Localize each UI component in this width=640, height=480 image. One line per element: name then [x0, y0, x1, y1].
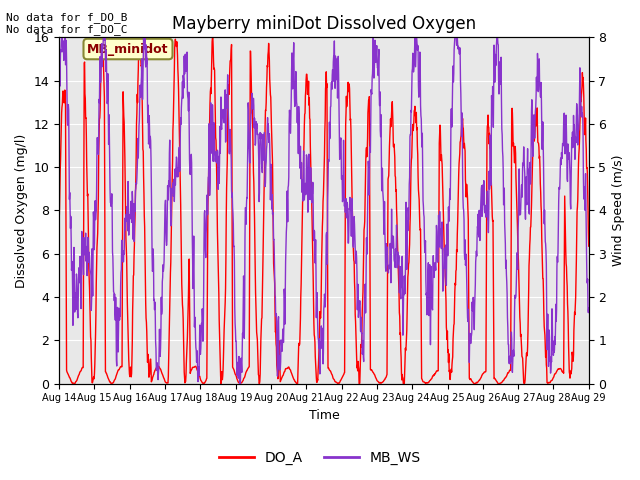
Y-axis label: Wind Speed (m/s): Wind Speed (m/s)	[612, 155, 625, 266]
MB_WS	[118, 238, 126, 243]
Y-axis label: Dissolved Oxygen (mg/l): Dissolved Oxygen (mg/l)	[15, 133, 28, 288]
Text: MB_minidot: MB_minidot	[87, 43, 169, 56]
DO_A	[55, 218, 63, 224]
MB_WS	[281, 294, 289, 300]
Line: MB_WS: MB_WS	[59, 37, 589, 384]
MB_WS	[96, 54, 104, 60]
MB_WS	[99, 35, 107, 40]
DO_A	[118, 364, 126, 370]
MB_WS	[301, 190, 309, 196]
DO_A	[585, 243, 593, 249]
Line: DO_A: DO_A	[59, 37, 589, 384]
DO_A	[70, 381, 78, 386]
DO_A	[281, 369, 289, 374]
Text: No data for f_DO_B
No data for f_DO_C: No data for f_DO_B No data for f_DO_C	[6, 12, 128, 36]
X-axis label: Time: Time	[308, 409, 339, 422]
DO_A	[209, 35, 216, 40]
MB_WS	[585, 305, 593, 311]
Title: Mayberry miniDot Dissolved Oxygen: Mayberry miniDot Dissolved Oxygen	[172, 15, 476, 33]
DO_A	[357, 345, 365, 350]
Legend: DO_A, MB_WS: DO_A, MB_WS	[214, 445, 426, 471]
DO_A	[97, 90, 104, 96]
MB_WS	[55, 46, 63, 51]
MB_WS	[357, 314, 365, 320]
DO_A	[301, 110, 309, 116]
MB_WS	[236, 381, 243, 386]
DO_A	[292, 379, 300, 385]
MB_WS	[292, 85, 300, 91]
